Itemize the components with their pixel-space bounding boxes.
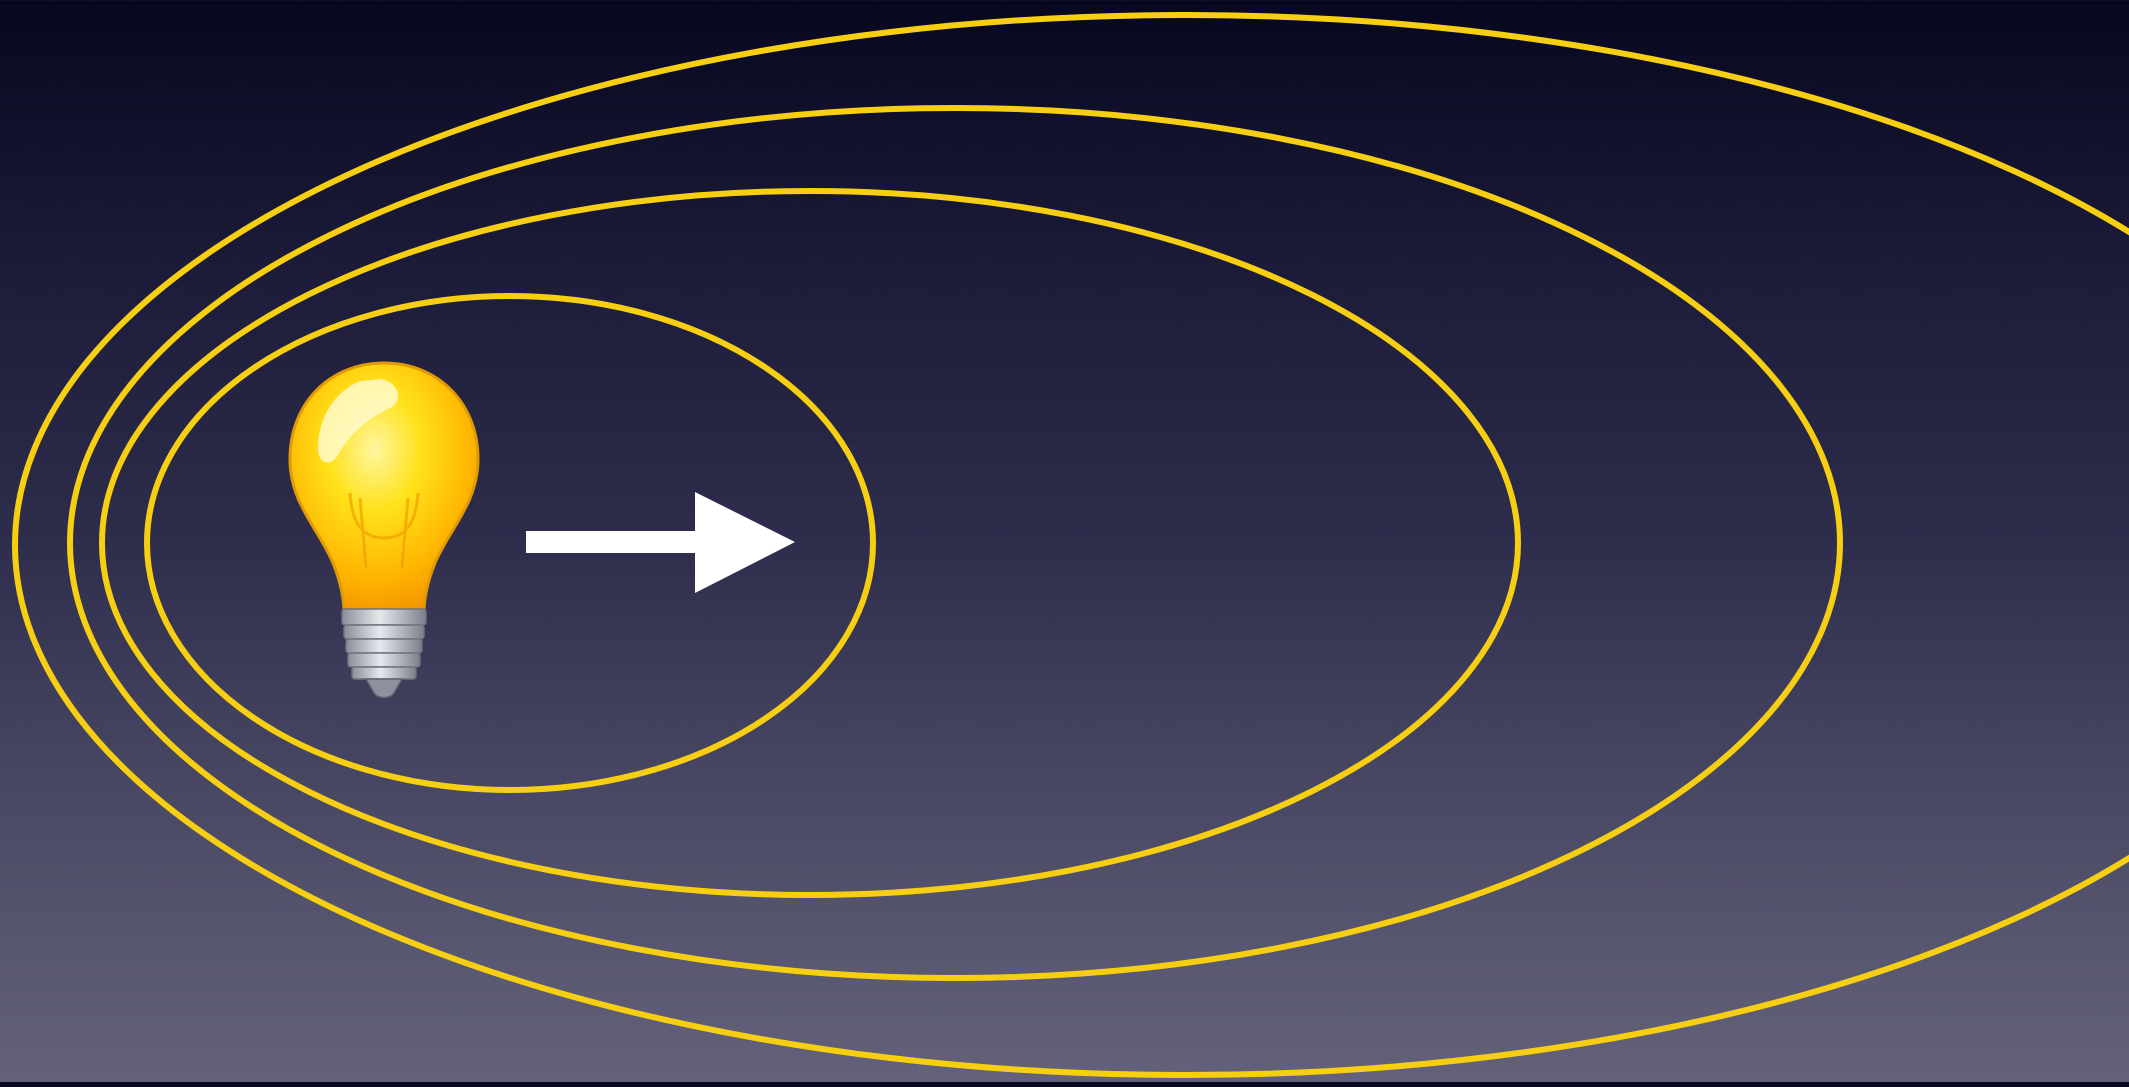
ring-1: [144, 293, 876, 793]
bulb-highlight: [318, 379, 399, 463]
rings-group: [12, 12, 2129, 1078]
arrow-head: [695, 492, 795, 593]
lightbulb-icon: [288, 361, 480, 699]
bulb-filament: [348, 492, 420, 569]
ring-4: [12, 12, 2129, 1078]
bulb-base: [341, 608, 427, 699]
ring-3: [67, 105, 1843, 981]
ring-2: [99, 188, 1521, 898]
arrow-right-icon: [526, 492, 795, 593]
arrow-shaft: [526, 531, 698, 553]
